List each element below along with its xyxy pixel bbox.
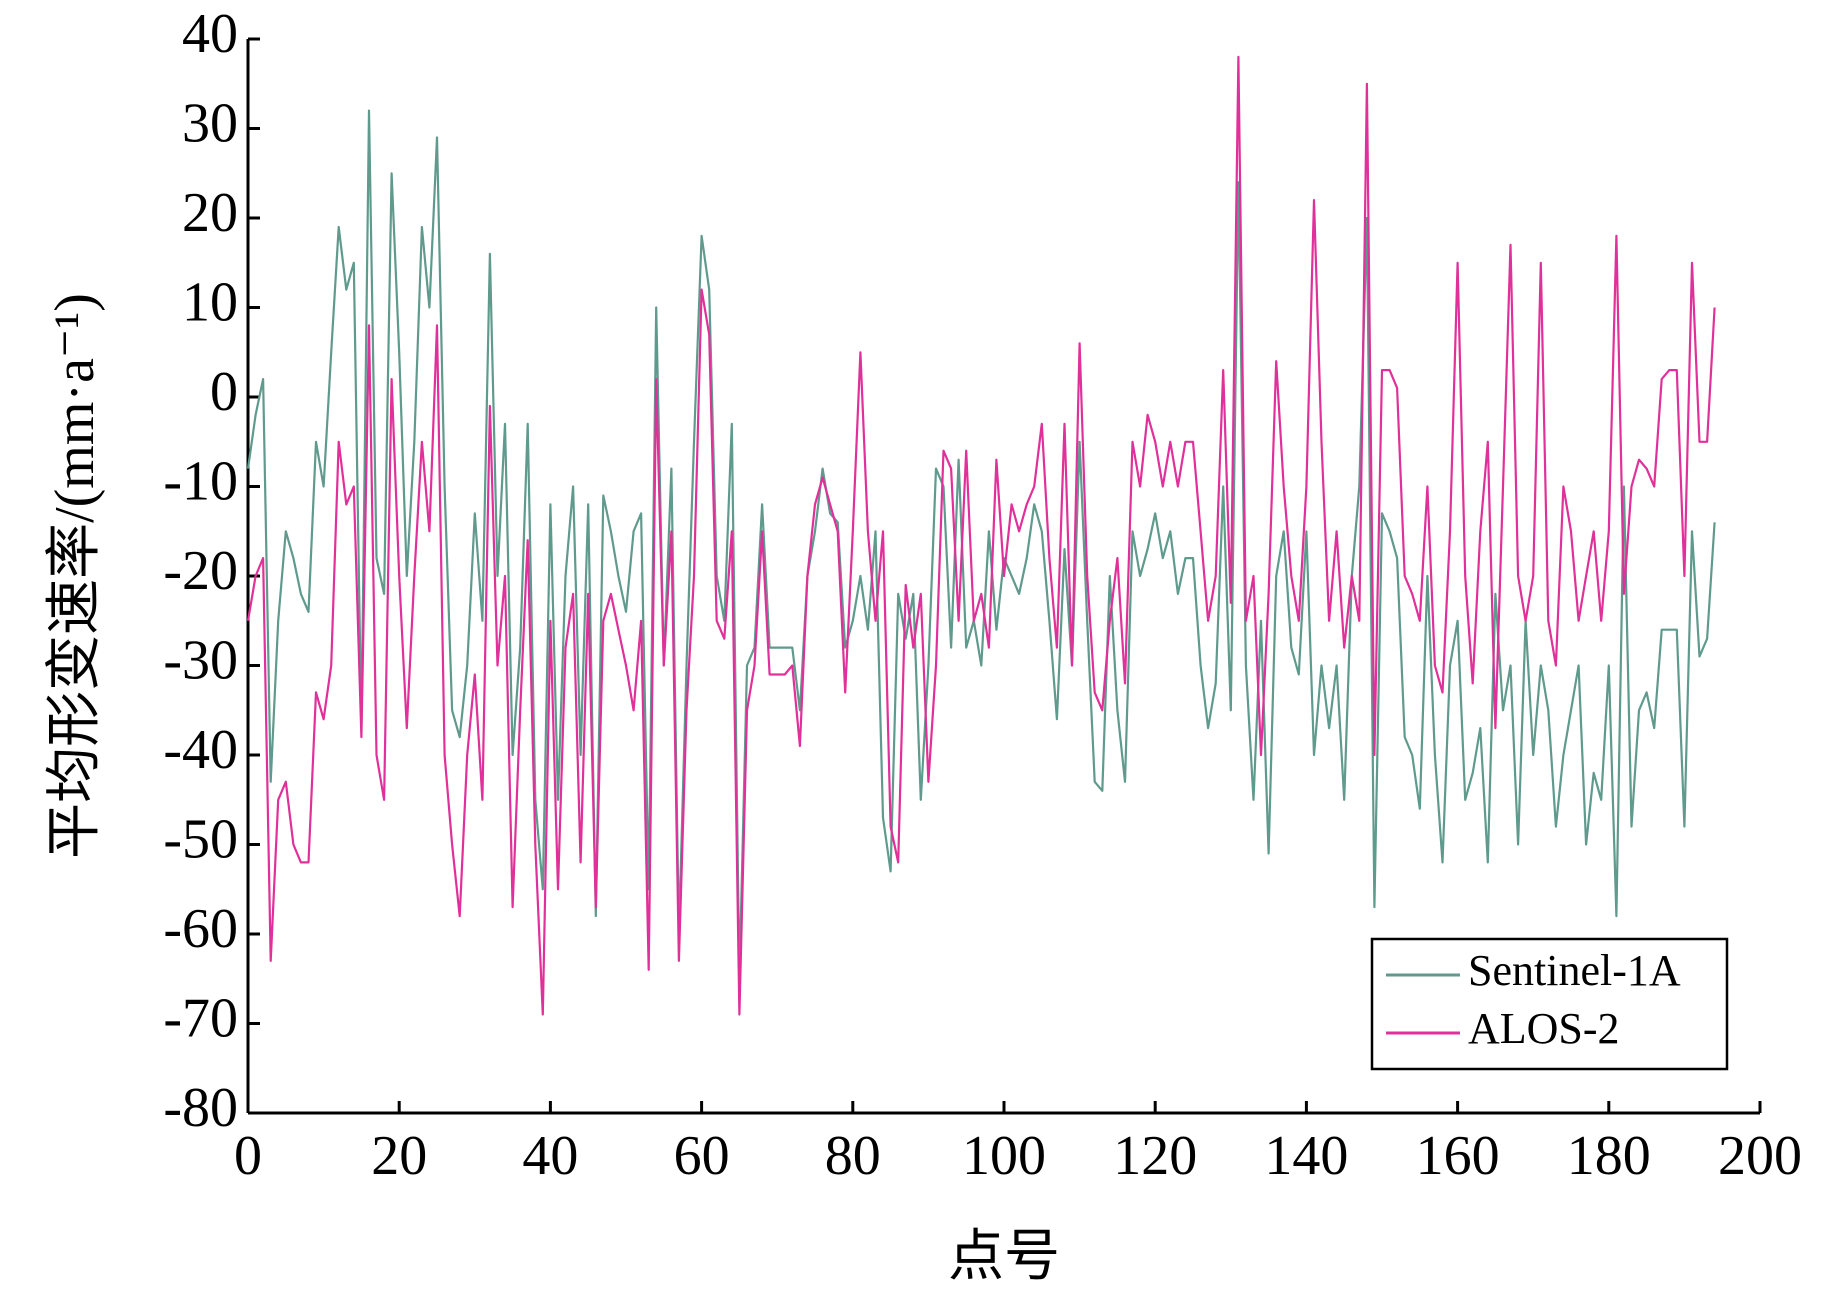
y-tick-label: 0 bbox=[210, 361, 238, 423]
y-tick-label: -60 bbox=[163, 898, 238, 960]
x-tick-label: 120 bbox=[1113, 1125, 1197, 1187]
x-tick-label: 160 bbox=[1416, 1125, 1500, 1187]
data-line bbox=[246, 109, 1716, 980]
x-tick-label: 40 bbox=[522, 1125, 578, 1187]
x-tick-label: 140 bbox=[1264, 1125, 1348, 1187]
legend-box bbox=[1370, 937, 1729, 1071]
y-tick-label: -50 bbox=[163, 808, 238, 870]
x-tick-label: 200 bbox=[1718, 1125, 1802, 1187]
legend-label: ALOS-2 bbox=[1468, 1004, 1620, 1053]
x-tick-label: 100 bbox=[962, 1125, 1046, 1187]
x-tick-label: 180 bbox=[1567, 1125, 1651, 1187]
x-tick-label: 60 bbox=[674, 1125, 730, 1187]
x-tick-label: 20 bbox=[371, 1125, 427, 1187]
y-axis-title: 平均形变速率/(mm·a⁻¹) bbox=[44, 293, 106, 859]
x-axis-title: 点号 bbox=[948, 1226, 1060, 1288]
y-tick-label: 20 bbox=[182, 182, 238, 244]
x-tick-label: 0 bbox=[234, 1125, 262, 1187]
data-line bbox=[246, 55, 1716, 1016]
legend-label: Sentinel-1A bbox=[1468, 946, 1681, 995]
y-tick-label: -10 bbox=[163, 450, 238, 512]
y-tick-label: 30 bbox=[182, 92, 238, 154]
y-tick-label: -80 bbox=[163, 1077, 238, 1139]
y-tick-label: -70 bbox=[163, 987, 238, 1049]
y-tick-label: -30 bbox=[163, 629, 238, 691]
y-tick-label: -40 bbox=[163, 719, 238, 781]
y-tick-label: 10 bbox=[182, 271, 238, 333]
y-tick-label: -20 bbox=[163, 540, 238, 602]
y-tick-label: 40 bbox=[182, 3, 238, 65]
x-tick-label: 80 bbox=[825, 1125, 881, 1187]
